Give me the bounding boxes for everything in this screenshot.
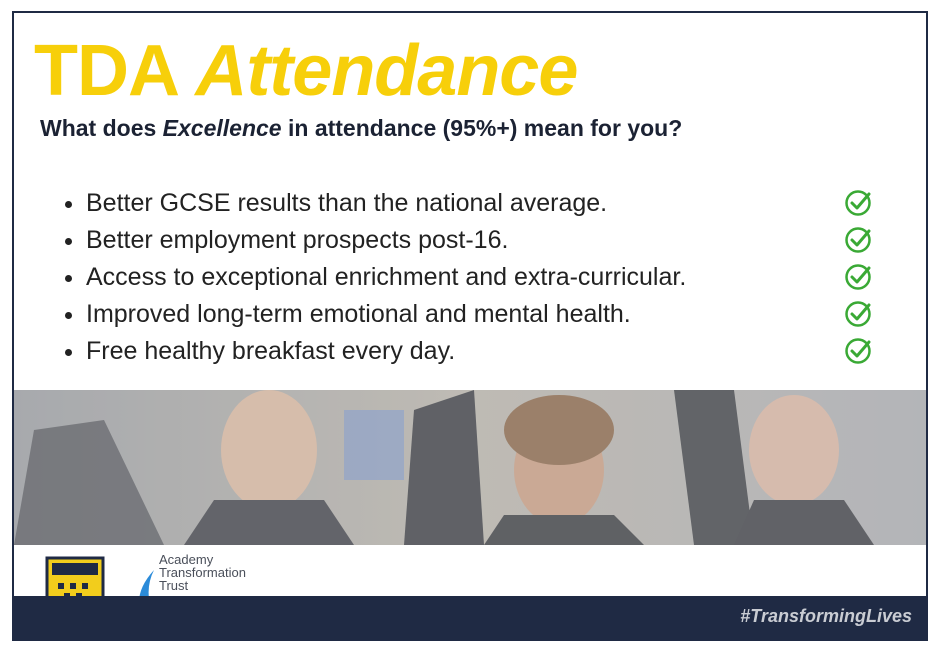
- benefit-item: Better employment prospects post-16.: [86, 222, 876, 259]
- check-icon: [845, 190, 871, 216]
- benefit-item: Better GCSE results than the national av…: [86, 185, 876, 222]
- benefit-text: Access to exceptional enrichment and ext…: [86, 263, 687, 291]
- check-icon: [845, 338, 871, 364]
- hashtag: #TransformingLives: [740, 606, 912, 626]
- check-icon: [845, 301, 871, 327]
- benefit-text: Free healthy breakfast every day.: [86, 337, 456, 365]
- subtitle-text: in attendance (95%+) mean for you?: [281, 115, 683, 141]
- title: TDA Attendance: [34, 31, 578, 111]
- benefit-item: Access to exceptional enrichment and ext…: [86, 259, 876, 296]
- title-word: Attendance: [195, 31, 578, 111]
- check-icon: [845, 264, 871, 290]
- classroom-photo: [14, 390, 926, 545]
- title-word: TDA: [34, 31, 177, 111]
- benefit-text: Improved long-term emotional and mental …: [86, 300, 631, 328]
- footer-bar: #TransformingLives: [14, 596, 926, 639]
- trust-name: Academy Transformation Trust: [159, 553, 246, 592]
- check-icon: [845, 227, 871, 253]
- benefit-item: Improved long-term emotional and mental …: [86, 296, 876, 333]
- benefit-text: Better GCSE results than the national av…: [86, 189, 608, 217]
- subtitle-text: What does: [40, 115, 163, 141]
- poster: TDA Attendance What does Excellence in a…: [12, 11, 928, 641]
- benefit-item: Free healthy breakfast every day.: [86, 333, 876, 370]
- trust-name-line: Transformation: [159, 565, 246, 580]
- subtitle-emphasis: Excellence: [162, 115, 282, 141]
- trust-name-line: Trust: [159, 578, 189, 593]
- benefit-text: Better employment prospects post-16.: [86, 226, 509, 254]
- benefit-list: Better GCSE results than the national av…: [62, 185, 876, 370]
- subtitle: What does Excellence in attendance (95%+…: [40, 115, 682, 142]
- trust-name-line: Academy: [159, 552, 214, 567]
